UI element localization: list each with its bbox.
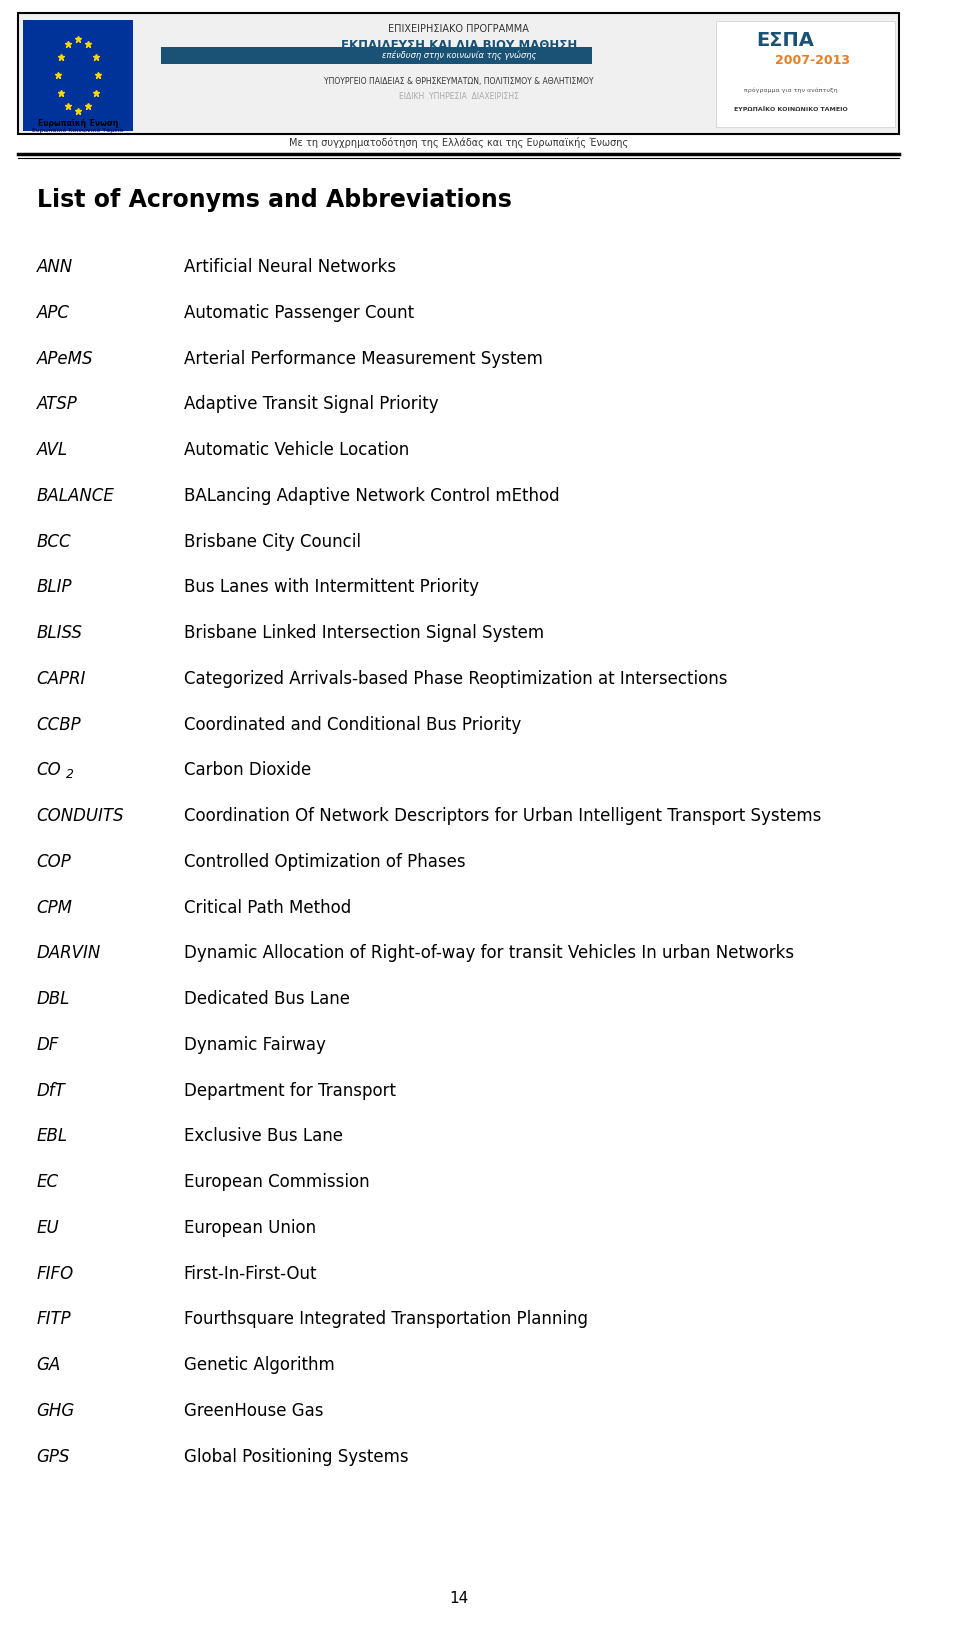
Text: BLIP: BLIP (36, 578, 72, 596)
Text: ANN: ANN (36, 258, 73, 276)
Text: CO: CO (36, 761, 61, 779)
Text: Fourthsquare Integrated Transportation Planning: Fourthsquare Integrated Transportation P… (183, 1310, 588, 1328)
Text: EU: EU (36, 1219, 60, 1237)
Text: ΕΥΡΩΠΑΪΚΟ ΚΟΙΝΩΝΙΚΟ ΤΑΜΕΙΟ: ΕΥΡΩΠΑΪΚΟ ΚΟΙΝΩΝΙΚΟ ΤΑΜΕΙΟ (734, 106, 848, 113)
Text: Brisbane Linked Intersection Signal System: Brisbane Linked Intersection Signal Syst… (183, 624, 543, 642)
Text: APeMS: APeMS (36, 350, 93, 368)
Text: EBL: EBL (36, 1127, 68, 1145)
Text: Critical Path Method: Critical Path Method (183, 899, 350, 917)
Text: ΕΚΠΑΙΔΕΥΣΗ ΚΑΙ ΔΙΑ ΒΙΟΥ ΜΑΘΗΣΗ: ΕΚΠΑΙΔΕΥΣΗ ΚΑΙ ΔΙΑ ΒΙΟΥ ΜΑΘΗΣΗ (341, 39, 577, 52)
Text: BALancing Adaptive Network Control mEthod: BALancing Adaptive Network Control mEtho… (183, 487, 559, 505)
Text: APC: APC (36, 304, 70, 322)
Text: Brisbane City Council: Brisbane City Council (183, 533, 361, 551)
Text: Coordinated and Conditional Bus Priority: Coordinated and Conditional Bus Priority (183, 716, 521, 734)
Text: FITP: FITP (36, 1310, 71, 1328)
Text: Με τη συγχρηματοδότηση της Ελλάδας και της Ευρωπαϊκής Ένωσης: Με τη συγχρηματοδότηση της Ελλάδας και τ… (289, 137, 629, 147)
Text: Adaptive Transit Signal Priority: Adaptive Transit Signal Priority (183, 395, 438, 413)
Text: Exclusive Bus Lane: Exclusive Bus Lane (183, 1127, 343, 1145)
Text: DfT: DfT (36, 1082, 65, 1100)
Text: Dynamic Allocation of Right-of-way for transit Vehicles In urban Networks: Dynamic Allocation of Right-of-way for t… (183, 944, 794, 962)
Text: GHG: GHG (36, 1402, 75, 1420)
Text: DARVIN: DARVIN (36, 944, 101, 962)
Text: DF: DF (36, 1036, 60, 1054)
Text: Coordination Of Network Descriptors for Urban Intelligent Transport Systems: Coordination Of Network Descriptors for … (183, 807, 821, 825)
Text: πρόγραμμα για την ανάπτυξη: πρόγραμμα για την ανάπτυξη (744, 87, 838, 93)
Text: 2007-2013: 2007-2013 (775, 54, 850, 67)
Text: AVL: AVL (36, 441, 68, 459)
Text: DBL: DBL (36, 990, 70, 1008)
Text: 14: 14 (449, 1590, 468, 1606)
Text: First-In-First-Out: First-In-First-Out (183, 1265, 317, 1283)
Text: BALANCE: BALANCE (36, 487, 114, 505)
Text: επένδυση στην κοινωνία της γνώσης: επένδυση στην κοινωνία της γνώσης (382, 51, 536, 60)
Text: CAPRI: CAPRI (36, 670, 86, 688)
FancyBboxPatch shape (716, 21, 895, 127)
Text: Dedicated Bus Lane: Dedicated Bus Lane (183, 990, 349, 1008)
Text: European Commission: European Commission (183, 1173, 370, 1191)
FancyBboxPatch shape (18, 13, 900, 134)
Text: ΕΠΙΧΕΙΡΗΣΙΑΚΟ ΠΡΟΓΡΑΜΜΑ: ΕΠΙΧΕΙΡΗΣΙΑΚΟ ΠΡΟΓΡΑΜΜΑ (389, 25, 529, 34)
Text: Automatic Vehicle Location: Automatic Vehicle Location (183, 441, 409, 459)
Text: CCBP: CCBP (36, 716, 82, 734)
Text: GreenHouse Gas: GreenHouse Gas (183, 1402, 324, 1420)
FancyBboxPatch shape (23, 20, 133, 131)
Text: Dynamic Fairway: Dynamic Fairway (183, 1036, 325, 1054)
Text: 2: 2 (66, 768, 74, 781)
Text: Ευρωπαϊκό Κοινωνικό Ταμείο: Ευρωπαϊκό Κοινωνικό Ταμείο (33, 127, 124, 134)
Text: BCC: BCC (36, 533, 71, 551)
Text: Department for Transport: Department for Transport (183, 1082, 396, 1100)
Text: Arterial Performance Measurement System: Arterial Performance Measurement System (183, 350, 542, 368)
Text: Global Positioning Systems: Global Positioning Systems (183, 1448, 408, 1466)
Text: ΕΙΔΙΚΗ  ΥΠΗΡΕΣΙΑ  ΔΙΑΧΕΙΡΙΣΗΣ: ΕΙΔΙΚΗ ΥΠΗΡΕΣΙΑ ΔΙΑΧΕΙΡΙΣΗΣ (399, 92, 519, 101)
Text: BLISS: BLISS (36, 624, 83, 642)
Text: ΥΠΟΥΡΓΕΙΟ ΠΑΙΔΕΙΑΣ & ΘΡΗΣΚΕΥΜΑΤΩΝ, ΠΟΛΙΤΙΣΜΟΥ & ΑΘΛΗΤΙΣΜΟΥ: ΥΠΟΥΡΓΕΙΟ ΠΑΙΔΕΙΑΣ & ΘΡΗΣΚΕΥΜΑΤΩΝ, ΠΟΛΙΤ… (324, 77, 593, 87)
Text: CPM: CPM (36, 899, 73, 917)
Text: Bus Lanes with Intermittent Priority: Bus Lanes with Intermittent Priority (183, 578, 479, 596)
Text: ATSP: ATSP (36, 395, 78, 413)
Text: CONDUITS: CONDUITS (36, 807, 124, 825)
Text: ΕΣΠΑ: ΕΣΠΑ (756, 31, 814, 51)
Text: Genetic Algorithm: Genetic Algorithm (183, 1356, 334, 1374)
Text: European Union: European Union (183, 1219, 316, 1237)
Text: Artificial Neural Networks: Artificial Neural Networks (183, 258, 396, 276)
Text: GPS: GPS (36, 1448, 70, 1466)
FancyBboxPatch shape (160, 47, 592, 64)
Text: COP: COP (36, 853, 71, 871)
Text: EC: EC (36, 1173, 59, 1191)
Text: Controlled Optimization of Phases: Controlled Optimization of Phases (183, 853, 466, 871)
Text: GA: GA (36, 1356, 61, 1374)
Text: List of Acronyms and Abbreviations: List of Acronyms and Abbreviations (36, 188, 512, 212)
Text: Automatic Passenger Count: Automatic Passenger Count (183, 304, 414, 322)
Text: Ευρωπαϊκή Ένωση: Ευρωπαϊκή Ένωση (37, 119, 118, 129)
Text: FIFO: FIFO (36, 1265, 74, 1283)
Text: Categorized Arrivals-based Phase Reoptimization at Intersections: Categorized Arrivals-based Phase Reoptim… (183, 670, 727, 688)
Text: Carbon Dioxide: Carbon Dioxide (183, 761, 311, 779)
